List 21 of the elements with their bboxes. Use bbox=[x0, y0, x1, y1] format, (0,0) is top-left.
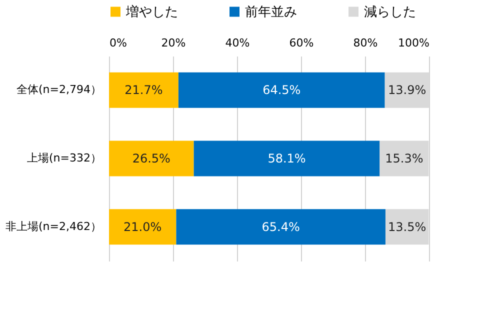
x-tick-label: 80% bbox=[353, 36, 378, 50]
legend-label: 前年並み bbox=[245, 4, 297, 20]
y-tick-label: 上場(n=332） bbox=[27, 152, 102, 164]
data-label: 13.5% bbox=[388, 220, 426, 234]
x-tick-label: 60% bbox=[289, 36, 314, 50]
y-tick-label: 全体(n=2,794） bbox=[16, 83, 102, 96]
x-tick-label: 40% bbox=[225, 36, 250, 50]
data-label: 21.0% bbox=[124, 220, 162, 234]
data-label: 58.1% bbox=[268, 152, 306, 166]
legend-label: 減らした bbox=[364, 4, 416, 20]
data-label: 26.5% bbox=[132, 152, 170, 166]
data-label: 65.4% bbox=[262, 220, 300, 234]
data-label: 15.3% bbox=[385, 152, 424, 166]
x-tick-label: 100% bbox=[398, 36, 430, 50]
data-label: 13.9% bbox=[388, 83, 426, 98]
data-label: 21.7% bbox=[124, 83, 163, 98]
y-tick-label: 非上場(n=2,462） bbox=[6, 220, 102, 233]
x-tick-label: 20% bbox=[161, 36, 186, 50]
data-label: 64.5% bbox=[262, 83, 301, 98]
legend-label: 増やした bbox=[125, 4, 178, 20]
x-tick-label: 0% bbox=[110, 36, 127, 50]
